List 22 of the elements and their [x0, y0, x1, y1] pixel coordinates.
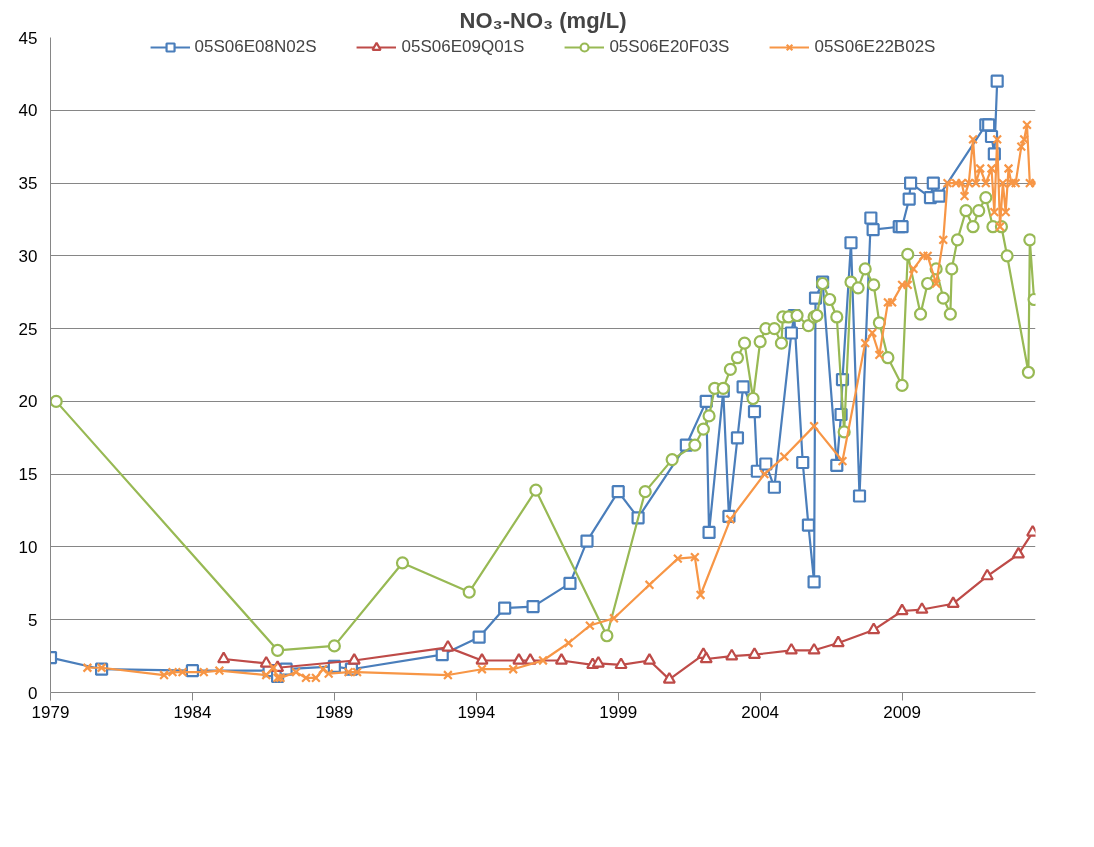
y-tick-label: 30: [18, 246, 38, 266]
y-tick-label: 0: [28, 683, 38, 703]
legend-label: 05S06E22B02S: [814, 37, 936, 57]
y-tick-label: 5: [28, 610, 38, 630]
x-tick-label: 2009: [883, 702, 921, 722]
x-tick-label: 1979: [31, 702, 70, 722]
legend-label: 05S06E08N02S: [194, 37, 317, 57]
chart-title: NO₃-NO₃ (mg/L): [459, 7, 627, 33]
y-tick-label: 45: [18, 28, 38, 48]
y-tick-label: 25: [18, 319, 38, 339]
y-tick-label: 20: [18, 392, 38, 412]
x-tick-label: 1989: [315, 702, 354, 722]
y-tick-label: 15: [18, 465, 38, 485]
x-tick-label: 1999: [599, 702, 638, 722]
y-tick-label: 35: [18, 174, 38, 194]
x-tick-label: 2004: [741, 702, 780, 722]
legend-label: 05S06E09Q01S: [401, 37, 525, 57]
y-tick-label: 10: [18, 537, 38, 557]
legend-label: 05S06E20F03S: [609, 37, 730, 57]
x-tick-label: 1994: [457, 702, 496, 722]
y-tick-label: 40: [18, 101, 38, 121]
x-tick-label: 1984: [173, 702, 212, 722]
